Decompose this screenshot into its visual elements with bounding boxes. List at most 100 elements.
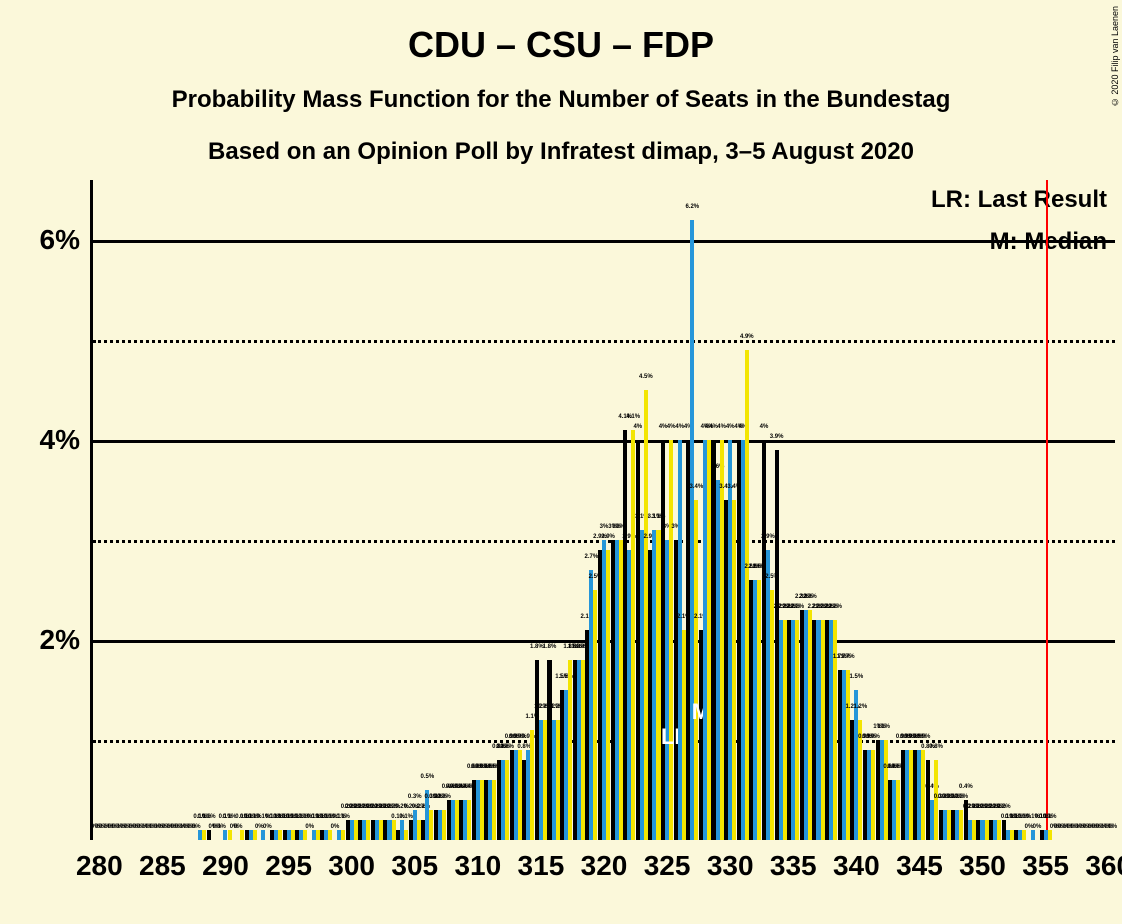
bar-fdp: 0.2%: [392, 820, 396, 840]
x-tick-label: 360: [1085, 850, 1122, 882]
x-axis: 2802852902953003053103153203253303353403…: [93, 850, 1115, 890]
bar-fdp: 4%: [669, 440, 673, 840]
bar-value-label: 2.3%: [803, 594, 817, 600]
bars-container: 0%0%0%0%0%0%0%0%0%0%0%0%0%0%0%0%0%0%0%0%…: [93, 180, 1115, 840]
bar-fdp: 0.9%: [921, 750, 925, 840]
bar-fdp: 0.2%: [417, 820, 421, 840]
bar-csu: 0.1%: [261, 830, 265, 840]
x-tick-label: 325: [644, 850, 691, 882]
bar-fdp: 0.1%: [253, 830, 257, 840]
bar-fdp: 3%: [619, 540, 623, 840]
bar-fdp: 0.1%: [316, 830, 320, 840]
bar-value-label: 4%: [726, 424, 735, 430]
x-tick-label: 285: [139, 850, 186, 882]
bar-value-label: 0.4%: [959, 784, 973, 790]
bar-value-label: 6.2%: [685, 204, 699, 210]
x-tick-label: 345: [896, 850, 943, 882]
x-tick-label: 335: [770, 850, 817, 882]
bar-fdp: 2.2%: [821, 620, 825, 840]
bar-value-label: 1.7%: [841, 654, 855, 660]
bar-value-label: 4%: [633, 424, 642, 430]
bar-fdp: 0.8%: [505, 760, 509, 840]
bar-fdp: 0.1%: [341, 830, 345, 840]
bar-fdp: 2.6%: [757, 580, 761, 840]
bar-fdp: 1.8%: [568, 660, 572, 840]
y-tick-label: 2%: [40, 624, 80, 656]
bar-value-label: 3.9%: [770, 434, 784, 440]
bar-value-label: 0.1%: [1043, 814, 1057, 820]
y-tick-label: 6%: [40, 224, 80, 256]
bar-fdp: 4%: [720, 440, 724, 840]
bar-fdp: 0.9%: [909, 750, 913, 840]
bar-value-label: 4.9%: [740, 334, 754, 340]
bar-fdp: 3.4%: [732, 500, 736, 840]
x-tick-label: 330: [707, 850, 754, 882]
x-tick-label: 355: [1022, 850, 1069, 882]
bar-value-label: 1.2%: [854, 704, 868, 710]
bar-fdp: 1.1%: [530, 730, 534, 840]
bar-fdp: 2.2%: [833, 620, 837, 840]
chart-area: 2% 4% 6% LR: Last Result M: Median 0%0%0%0…: [0, 0, 1122, 924]
bar-fdp: 0.9%: [871, 750, 875, 840]
bar-csu: 0.1%: [1031, 830, 1035, 840]
bar-fdp: 0.6%: [896, 780, 900, 840]
x-tick-label: 295: [265, 850, 312, 882]
bar-value-label: 4%: [717, 424, 726, 430]
bar-fdp: 0.6%: [480, 780, 484, 840]
x-tick-label: 280: [76, 850, 123, 882]
bar-fdp: 1.2%: [543, 720, 547, 840]
bar-fdp: 2.3%: [808, 610, 812, 840]
x-tick-label: 340: [833, 850, 880, 882]
bar-fdp: 0.2%: [366, 820, 370, 840]
bar-fdp: 4.1%: [631, 430, 635, 840]
bar-fdp: 0.1%: [278, 830, 282, 840]
x-tick-label: 310: [454, 850, 501, 882]
bar-value-label: 4%: [760, 424, 769, 430]
bar-fdp: 4.9%: [745, 350, 749, 840]
bar-fdp: 3.4%: [694, 500, 698, 840]
bar-fdp: 1.2%: [556, 720, 560, 840]
bar-value-label: 1%: [881, 724, 890, 730]
x-tick-label: 350: [959, 850, 1006, 882]
bar-fdp: 0.6%: [492, 780, 496, 840]
bar-fdp: 0.1%: [303, 830, 307, 840]
bar-value-label: 1.8%: [543, 644, 557, 650]
bar-fdp: 2.1%: [682, 630, 686, 840]
bar-fdp: 3.1%: [656, 530, 660, 840]
bar-fdp: 0.1%: [291, 830, 295, 840]
bar-value-label: 0.9%: [917, 734, 931, 740]
bar-value-label: 2.7%: [585, 554, 599, 560]
bar-fdp: 0.2%: [985, 820, 989, 840]
bar-fdp: 0.3%: [947, 810, 951, 840]
bar-fdp: 0.2%: [972, 820, 976, 840]
bar-value-label: 4.1%: [626, 414, 640, 420]
x-tick-label: 320: [581, 850, 628, 882]
y-tick-label: 4%: [40, 424, 80, 456]
x-tick-label: 315: [518, 850, 565, 882]
bar-value-label: 4%: [675, 424, 684, 430]
x-tick-label: 300: [328, 850, 375, 882]
bar-value-label: 0.1%: [202, 814, 216, 820]
bar-value-label: 0.3%: [408, 794, 422, 800]
bar-fdp: 0.1%: [328, 830, 332, 840]
plot-area: LR: Last Result M: Median 0%0%0%0%0%0%0%…: [90, 180, 1115, 840]
bar-fdp: 2.2%: [783, 620, 787, 840]
bar-fdp: 2.9%: [606, 550, 610, 840]
bar-value-label: 3.4%: [690, 484, 704, 490]
bar-value-label: 4%: [667, 424, 676, 430]
bar-value-label: 1.8%: [530, 644, 544, 650]
bar-fdp: 0.9%: [518, 750, 522, 840]
bar-fdp: 1.8%: [581, 660, 585, 840]
bar-fdp: 2.5%: [593, 590, 597, 840]
bar-value-label: 2.9%: [761, 534, 775, 540]
bar-fdp: 2.2%: [795, 620, 799, 840]
bar-value-label: 0.8%: [929, 744, 943, 750]
bar-fdp: 0.1%: [228, 830, 232, 840]
bar-fdp: 0.2%: [354, 820, 358, 840]
bar-value-label: 0.5%: [421, 774, 435, 780]
x-tick-label: 305: [391, 850, 438, 882]
bar-fdp: 0.3%: [959, 810, 963, 840]
bar-fdp: 0.1%: [202, 830, 206, 840]
bar-fdp: 0.2%: [379, 820, 383, 840]
bar-fdp: 1.7%: [846, 670, 850, 840]
